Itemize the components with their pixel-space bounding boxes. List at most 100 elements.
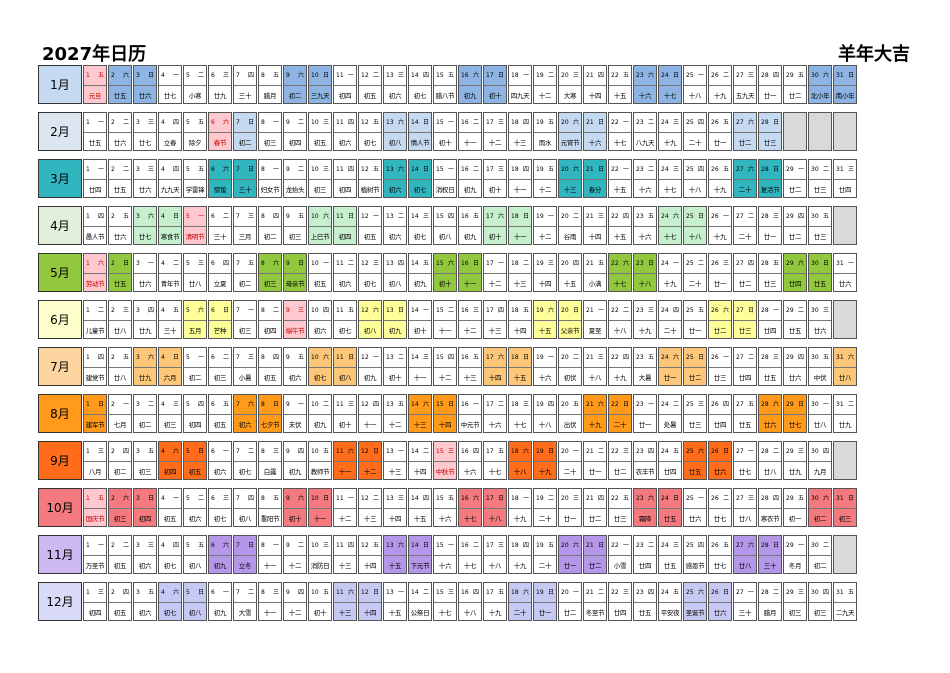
day-cell[interactable]: 28 三廿一 <box>758 206 782 245</box>
day-cell[interactable]: 23 二十六 <box>633 159 657 198</box>
day-cell[interactable]: 29 三初三 <box>783 582 807 621</box>
day-cell[interactable]: 21 日十六 <box>583 112 607 151</box>
day-cell[interactable]: 1 五元旦 <box>83 65 107 104</box>
day-cell[interactable]: 7 二初七 <box>233 441 257 480</box>
day-cell[interactable]: 11 二初六 <box>333 253 357 292</box>
day-cell[interactable]: 15 六初十 <box>433 253 457 292</box>
day-cell[interactable]: 26 五廿一 <box>708 112 732 151</box>
day-cell[interactable]: 18 三十七 <box>508 394 532 433</box>
day-cell[interactable]: 13 一十三 <box>383 441 407 480</box>
day-cell[interactable]: 5 二小寒 <box>183 65 207 104</box>
day-cell[interactable]: 27 三廿八 <box>733 488 757 527</box>
day-cell[interactable]: 12 日十二 <box>358 441 382 480</box>
day-cell[interactable]: 28 四寒衣节 <box>758 488 782 527</box>
day-cell[interactable]: 28 二腊月 <box>758 582 782 621</box>
day-cell[interactable]: 30 日廿五 <box>808 253 832 292</box>
day-cell[interactable]: 10 六上巳节 <box>308 206 332 245</box>
day-cell[interactable]: 25 三廿三 <box>683 394 707 433</box>
day-cell[interactable]: 10 二初九 <box>308 394 332 433</box>
day-cell[interactable]: 16 日十一 <box>458 253 482 292</box>
day-cell[interactable]: 2 四初二 <box>108 441 132 480</box>
day-cell[interactable]: 20 三廿一 <box>558 488 582 527</box>
day-cell[interactable]: 18 日十五 <box>508 347 532 386</box>
day-cell[interactable]: 21 日春分 <box>583 159 607 198</box>
day-cell[interactable]: 23 六十六 <box>633 65 657 104</box>
day-cell[interactable]: 23 五大暑 <box>633 347 657 386</box>
day-cell[interactable]: 13 四初八 <box>383 253 407 292</box>
day-cell[interactable]: 27 日廿三 <box>733 300 757 339</box>
day-cell[interactable]: 19 四十八 <box>533 394 557 433</box>
day-cell[interactable]: 23 五十六 <box>633 206 657 245</box>
day-cell[interactable]: 14 三十一 <box>408 347 432 386</box>
day-cell[interactable]: 10 四初六 <box>308 300 332 339</box>
day-cell[interactable]: 21 二冬至节 <box>583 582 607 621</box>
day-cell[interactable]: 25 日廿二 <box>683 347 707 386</box>
day-cell[interactable]: 5 日初八 <box>183 582 207 621</box>
day-cell[interactable]: 8 日七夕节 <box>258 394 282 433</box>
day-cell[interactable]: 4 日六月 <box>158 347 182 386</box>
day-cell[interactable]: 4 六初四 <box>158 441 182 480</box>
day-cell[interactable]: 27 一廿七 <box>733 441 757 480</box>
day-cell[interactable]: 27 三五九天 <box>733 65 757 104</box>
day-cell[interactable]: 9 四十二 <box>283 582 307 621</box>
day-cell[interactable]: 28 一廿四 <box>758 300 782 339</box>
day-cell[interactable]: 1 二儿童节 <box>83 300 107 339</box>
day-cell[interactable]: 18 六二十 <box>508 582 532 621</box>
day-cell[interactable]: 25 六圣诞节 <box>683 582 707 621</box>
day-cell[interactable]: 3 三廿六 <box>133 159 157 198</box>
day-cell[interactable]: 3 一廿六 <box>133 253 157 292</box>
day-cell[interactable]: 7 六初六 <box>233 394 257 433</box>
day-cell[interactable]: 18 五十四 <box>508 300 532 339</box>
day-cell[interactable]: 7 三小暑 <box>233 347 257 386</box>
day-cell[interactable]: 17 三初十 <box>483 159 507 198</box>
day-cell[interactable]: 7 二大雪 <box>233 582 257 621</box>
day-cell[interactable]: 24 三廿五 <box>658 535 682 574</box>
day-cell[interactable]: 6 一初六 <box>208 441 232 480</box>
day-cell[interactable]: 18 六十八 <box>508 441 532 480</box>
day-cell[interactable]: 8 二初四 <box>258 300 282 339</box>
day-cell[interactable]: 8 三十一 <box>258 582 282 621</box>
day-cell[interactable]: 26 二廿七 <box>708 488 732 527</box>
day-cell[interactable]: 19 日廿一 <box>533 582 557 621</box>
day-cell[interactable]: 11 一十二 <box>333 488 357 527</box>
day-cell[interactable]: 26 一十九 <box>708 206 732 245</box>
day-cell[interactable]: 13 五十二 <box>383 394 407 433</box>
day-cell[interactable]: 10 日三九天 <box>308 65 332 104</box>
day-cell[interactable]: 14 四十五 <box>408 488 432 527</box>
day-cell[interactable]: 29 四廿六 <box>783 347 807 386</box>
day-cell[interactable]: 4 二青年节 <box>158 253 182 292</box>
day-cell[interactable]: 27 六廿二 <box>733 112 757 151</box>
day-cell[interactable]: 29 三廿九 <box>783 441 807 480</box>
day-cell[interactable]: 2 一七月 <box>108 394 132 433</box>
day-cell[interactable]: 1 日建军节 <box>83 394 107 433</box>
day-cell[interactable]: 20 一二十 <box>558 441 582 480</box>
day-cell[interactable]: 22 一小雪 <box>608 535 632 574</box>
day-cell[interactable]: 2 三廿八 <box>108 300 132 339</box>
day-cell[interactable]: 28 日廿三 <box>758 112 782 151</box>
day-cell[interactable]: 16 四十六 <box>458 441 482 480</box>
day-cell[interactable]: 8 六初三 <box>258 253 282 292</box>
day-cell[interactable]: 1 五国庆节 <box>83 488 107 527</box>
day-cell[interactable]: 25 一廿六 <box>683 488 707 527</box>
day-cell[interactable]: 13 六初八 <box>383 112 407 151</box>
day-cell[interactable]: 18 二十三 <box>508 253 532 292</box>
day-cell[interactable]: 8 四初二 <box>258 206 282 245</box>
day-cell[interactable]: 23 一廿一 <box>633 394 657 433</box>
day-cell[interactable]: 15 五腊八节 <box>433 65 457 104</box>
day-cell[interactable]: 8 一十一 <box>258 535 282 574</box>
day-cell[interactable]: 11 六十三 <box>333 582 357 621</box>
day-cell[interactable]: 21 六十九 <box>583 394 607 433</box>
day-cell[interactable]: 17 日十八 <box>483 488 507 527</box>
day-cell[interactable]: 1 一万圣节 <box>83 535 107 574</box>
day-cell[interactable]: 6 六初九 <box>208 535 232 574</box>
day-cell[interactable]: 5 五初八 <box>183 535 207 574</box>
day-cell[interactable]: 9 六初十 <box>283 488 307 527</box>
day-cell[interactable]: 15 日十四 <box>433 394 457 433</box>
day-cell[interactable]: 7 三三月 <box>233 206 257 245</box>
day-cell[interactable]: 11 四十三 <box>333 535 357 574</box>
day-cell[interactable]: 27 五廿五 <box>733 394 757 433</box>
day-cell[interactable]: 20 三大寒 <box>558 65 582 104</box>
day-cell[interactable]: 28 四廿一 <box>758 65 782 104</box>
day-cell[interactable]: 21 四十四 <box>583 65 607 104</box>
day-cell[interactable]: 31 二廿九 <box>833 394 857 433</box>
